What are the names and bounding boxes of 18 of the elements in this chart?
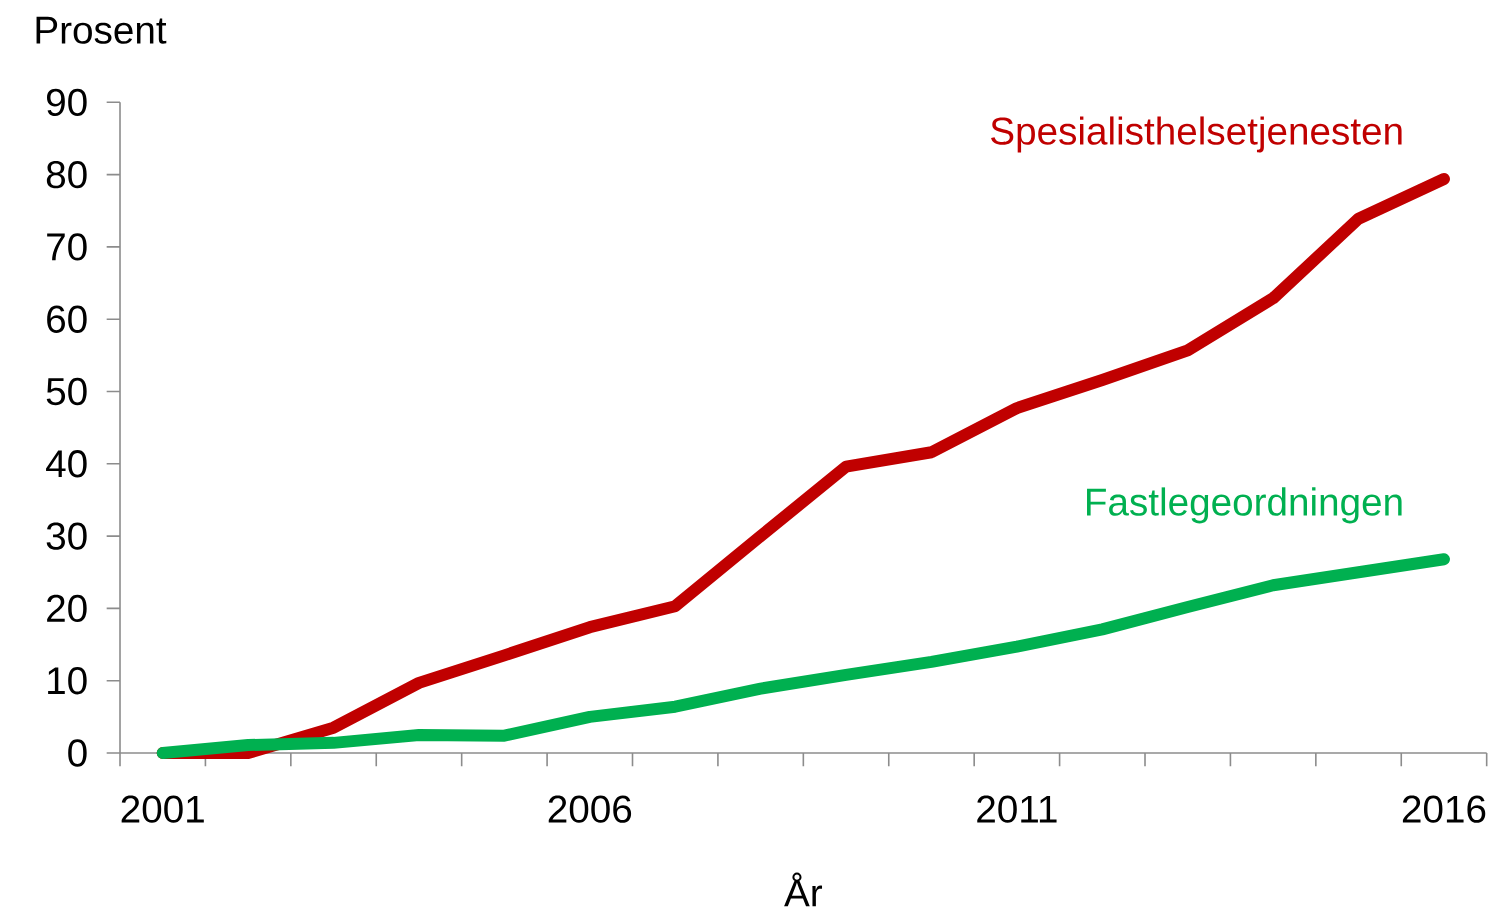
y-tick-label: 60 <box>47 305 87 333</box>
series-label: Spesialisthelsetjenesten <box>991 116 1402 153</box>
y-tick-label: 20 <box>47 594 87 623</box>
x-axis-title: År <box>784 872 823 907</box>
y-tick-label: 90 <box>46 88 87 117</box>
y-axis-title: Prosent <box>36 16 167 44</box>
y-tick-label: 80 <box>46 160 87 189</box>
y-tick-label: 0 <box>68 739 87 767</box>
series-label: Fastlegeordningen <box>1087 487 1402 524</box>
y-tick-label: 50 <box>46 377 87 406</box>
y-tick-label: 10 <box>48 667 87 695</box>
y-tick-label: 30 <box>46 522 87 550</box>
x-tick-label: 2006 <box>548 795 632 823</box>
y-tick-label: 40 <box>46 450 87 478</box>
x-tick-label: 2016 <box>1402 795 1486 823</box>
x-tick-label: 2011 <box>977 795 1057 823</box>
y-tick-label: 70 <box>47 233 87 261</box>
x-tick-label: 2001 <box>121 795 204 823</box>
